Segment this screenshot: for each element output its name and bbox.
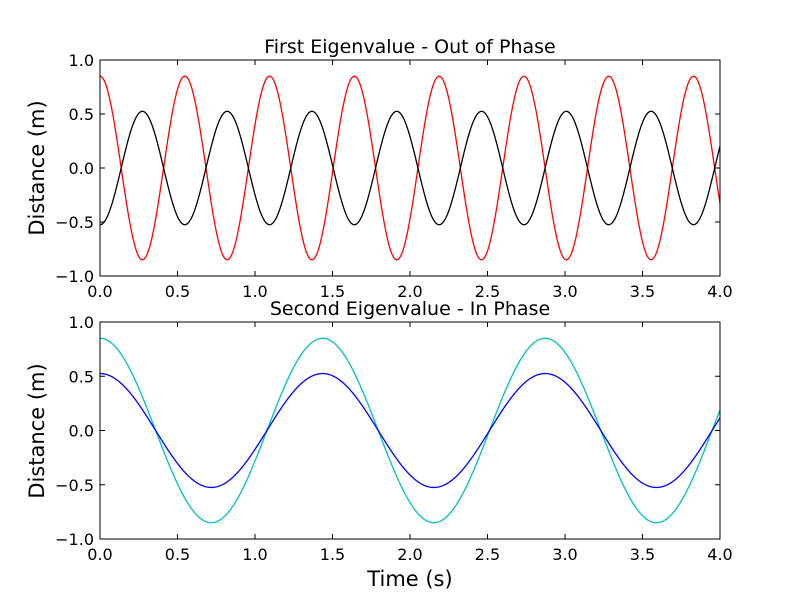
bottom-chart: Second Eigenvalue - In Phase Distance (m… xyxy=(25,298,733,591)
bottom-chart-ytick-label: 1.0 xyxy=(69,313,94,332)
top-chart-ylabel: Distance (m) xyxy=(25,100,49,235)
top-chart-xtick-label: 2.5 xyxy=(475,282,500,301)
top-chart: First Eigenvalue - Out of Phase Distance… xyxy=(25,36,733,301)
bottom-chart-ytick-label: −0.5 xyxy=(55,476,94,495)
top-chart-plot-area: 0.0 0.5 1.0 1.5 2.0 2.5 3.0 3.5 4.0 −1.0 −0.5 0.0 0.… xyxy=(55,51,733,301)
top-chart-xtick-label: 3.0 xyxy=(552,282,577,301)
top-chart-xtick-label: 0.0 xyxy=(87,282,112,301)
bottom-chart-xtick-label: 3.0 xyxy=(552,545,577,564)
top-chart-ytick-label: 1.0 xyxy=(69,51,94,70)
top-chart-ytick-label: −0.5 xyxy=(55,213,94,232)
top-chart-xtick-label: 2.0 xyxy=(397,282,422,301)
bottom-chart-ytick-label: 0.0 xyxy=(69,422,94,441)
bottom-chart-xtick-label: 1.0 xyxy=(242,545,267,564)
bottom-chart-xtick-label: 2.0 xyxy=(397,545,422,564)
bottom-chart-ylabel: Distance (m) xyxy=(25,363,49,498)
top-chart-ytick-label: 0.5 xyxy=(69,105,94,124)
top-chart-xtick-label: 1.0 xyxy=(242,282,267,301)
bottom-chart-frame xyxy=(99,321,721,540)
top-chart-series-line-0 xyxy=(100,75,720,261)
bottom-chart-xtick-label: 1.5 xyxy=(320,545,345,564)
bottom-chart-xtick-label: 0.0 xyxy=(87,545,112,564)
top-chart-ytick-label: −1.0 xyxy=(55,267,94,286)
bottom-chart-title: Second Eigenvalue - In Phase xyxy=(270,298,550,320)
bottom-chart-ytick-label: −1.0 xyxy=(55,530,94,549)
bottom-chart-plot-area: 0.0 0.5 1.0 1.5 2.0 2.5 3.0 3.5 4.0 −1.0 −0.5 0.0 0.… xyxy=(55,313,733,564)
bottom-chart-ytick-label: 0.5 xyxy=(69,367,94,386)
bottom-chart-series-line-0 xyxy=(100,337,720,524)
top-chart-xtick-label: 4.0 xyxy=(707,282,732,301)
top-chart-series-line-1 xyxy=(100,110,720,226)
bottom-chart-xtick-label: 3.5 xyxy=(630,545,655,564)
bottom-chart-xtick-label: 4.0 xyxy=(707,545,732,564)
top-chart-xtick-label: 1.5 xyxy=(320,282,345,301)
bottom-chart-xtick-label: 0.5 xyxy=(165,545,190,564)
top-chart-xtick-label: 3.5 xyxy=(630,282,655,301)
top-chart-xtick-label: 0.5 xyxy=(165,282,190,301)
bottom-chart-xlabel: Time (s) xyxy=(366,567,452,591)
top-chart-ytick-label: 0.0 xyxy=(69,159,94,178)
top-chart-frame xyxy=(99,59,721,277)
bottom-chart-series-line-1 xyxy=(100,372,720,489)
top-chart-title: First Eigenvalue - Out of Phase xyxy=(264,36,556,58)
bottom-chart-xtick-label: 2.5 xyxy=(475,545,500,564)
